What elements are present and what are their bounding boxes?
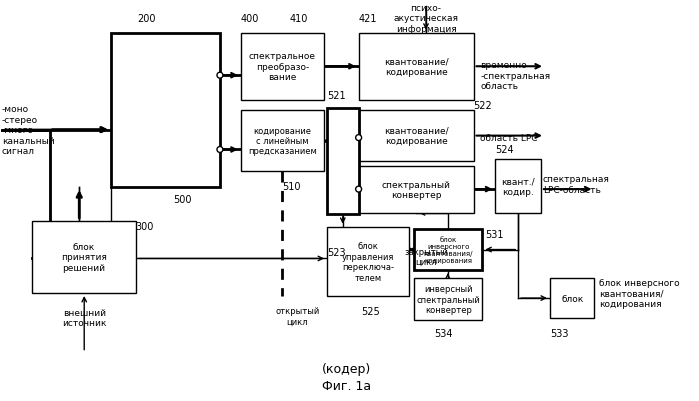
- Text: инверсный
спектральный
конвертер: инверсный спектральный конвертер: [417, 284, 480, 314]
- Bar: [414, 279, 482, 320]
- Text: 521: 521: [327, 91, 345, 101]
- Text: 525: 525: [361, 306, 380, 316]
- Bar: [327, 227, 409, 296]
- Text: 524: 524: [496, 145, 514, 155]
- Text: спектральное
преобразо-
вание: спектральное преобразо- вание: [249, 52, 316, 82]
- Text: открытый
цикл: открытый цикл: [275, 306, 319, 326]
- Text: блок
управления
переключа-
телем: блок управления переключа- телем: [342, 242, 394, 282]
- Text: квантование/
кодирование: квантование/ кодирование: [384, 57, 448, 77]
- Text: квантование/
кодирование: квантование/ кодирование: [384, 127, 448, 146]
- Text: квант./
кодир.: квант./ кодир.: [501, 177, 535, 196]
- Bar: [31, 221, 136, 294]
- Text: 410: 410: [289, 14, 308, 24]
- Bar: [496, 160, 541, 213]
- Bar: [359, 34, 473, 101]
- Text: -моно
-стерео
-много-
канальный
сигнал: -моно -стерео -много- канальный сигнал: [2, 105, 55, 156]
- Bar: [327, 109, 359, 215]
- Text: 421: 421: [359, 14, 377, 24]
- Text: блок инверсного
квантования/
кодирования: блок инверсного квантования/ кодирования: [599, 279, 680, 308]
- Bar: [240, 34, 324, 101]
- Circle shape: [356, 135, 361, 141]
- Text: 531: 531: [485, 229, 504, 239]
- Text: закрытый
цикл: закрытый цикл: [404, 247, 448, 266]
- Text: внешний
источник: внешний источник: [62, 308, 106, 328]
- Circle shape: [217, 147, 223, 153]
- Text: кодирование
с линейным
предсказанием: кодирование с линейным предсказанием: [248, 126, 317, 156]
- Text: 533: 533: [550, 328, 568, 338]
- Text: спектральный
конвертер: спектральный конвертер: [382, 180, 451, 200]
- Text: 300: 300: [136, 221, 154, 231]
- Circle shape: [217, 73, 223, 79]
- Text: 500: 500: [173, 194, 192, 205]
- Bar: [414, 229, 482, 271]
- Text: Фиг. 1а: Фиг. 1а: [322, 379, 371, 392]
- Text: временно
-спектральная
область: временно -спектральная область: [480, 61, 551, 91]
- Bar: [359, 111, 473, 162]
- Text: блок
инверсного
квантования/
кодирования: блок инверсного квантования/ кодирования: [424, 237, 473, 263]
- Text: 534: 534: [435, 328, 453, 338]
- Text: 522: 522: [473, 101, 492, 111]
- Bar: [111, 34, 220, 188]
- Text: область LPC: область LPC: [480, 134, 538, 143]
- Text: 510: 510: [282, 182, 301, 192]
- Text: 400: 400: [240, 14, 259, 24]
- Text: 523: 523: [327, 247, 345, 257]
- Text: (кодер): (кодер): [322, 363, 371, 376]
- Text: блок: блок: [561, 294, 583, 303]
- Bar: [550, 279, 594, 318]
- Text: спектральная
LPC-область: спектральная LPC-область: [543, 175, 610, 194]
- Text: психо-
акустическая
информация: психо- акустическая информация: [394, 4, 459, 34]
- Bar: [240, 111, 324, 172]
- Text: 200: 200: [138, 14, 156, 24]
- Bar: [359, 167, 473, 213]
- Text: блок
принятия
решений: блок принятия решений: [61, 243, 107, 272]
- Circle shape: [356, 186, 361, 192]
